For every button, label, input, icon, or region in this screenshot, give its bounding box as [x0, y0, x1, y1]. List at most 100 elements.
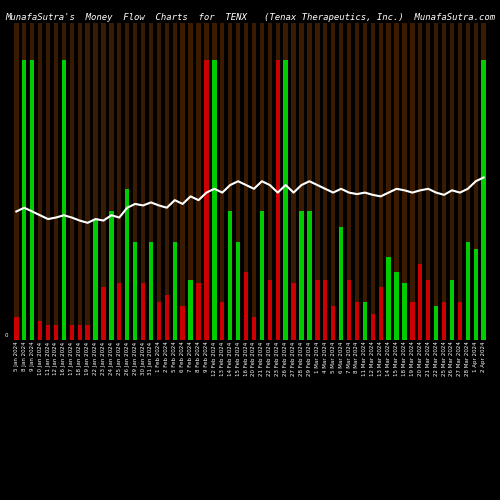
Bar — [149, 22, 153, 340]
Bar — [434, 22, 438, 340]
Bar — [54, 22, 58, 340]
Bar — [30, 60, 34, 340]
Bar — [268, 22, 272, 340]
Bar — [125, 189, 130, 340]
Bar — [276, 22, 280, 340]
Bar — [370, 314, 375, 340]
Bar — [94, 219, 98, 340]
Bar — [450, 22, 454, 340]
Bar — [323, 22, 328, 340]
Bar — [109, 22, 114, 340]
Bar — [323, 280, 328, 340]
Bar — [236, 22, 240, 340]
Bar — [268, 280, 272, 340]
Bar — [434, 306, 438, 340]
Bar — [355, 302, 359, 340]
Bar — [355, 22, 359, 340]
Bar — [370, 22, 375, 340]
Bar — [394, 272, 398, 340]
Bar — [156, 302, 161, 340]
Bar — [442, 302, 446, 340]
Bar — [482, 22, 486, 340]
Bar — [228, 212, 232, 340]
Bar — [378, 22, 383, 340]
Bar — [466, 22, 470, 340]
Bar — [315, 280, 320, 340]
Bar — [362, 22, 367, 340]
Bar — [347, 280, 351, 340]
Bar — [450, 280, 454, 340]
Bar — [339, 226, 344, 340]
Bar — [133, 22, 138, 340]
Bar — [14, 22, 18, 340]
Bar — [149, 242, 153, 340]
Bar — [386, 22, 391, 340]
Bar — [362, 302, 367, 340]
Bar — [22, 60, 26, 340]
Bar — [418, 264, 422, 340]
Bar — [86, 325, 90, 340]
Bar — [292, 284, 296, 340]
Bar — [300, 212, 304, 340]
Bar — [386, 257, 391, 340]
Bar — [62, 22, 66, 340]
Bar — [378, 287, 383, 340]
Bar — [141, 284, 145, 340]
Bar — [315, 22, 320, 340]
Bar — [188, 280, 193, 340]
Bar — [474, 22, 478, 340]
Bar — [458, 302, 462, 340]
Bar — [442, 22, 446, 340]
Bar — [117, 22, 121, 340]
Bar — [402, 22, 406, 340]
Bar — [402, 284, 406, 340]
Bar — [54, 325, 58, 340]
Bar — [244, 272, 248, 340]
Bar — [244, 22, 248, 340]
Bar — [292, 22, 296, 340]
Bar — [46, 22, 50, 340]
Bar — [331, 22, 336, 340]
Bar — [426, 280, 430, 340]
Bar — [204, 60, 208, 340]
Bar — [78, 325, 82, 340]
Bar — [276, 60, 280, 340]
Bar — [236, 242, 240, 340]
Text: (Tenax Therapeutics, Inc.)  MunafaSutra.com: (Tenax Therapeutics, Inc.) MunafaSutra.c… — [264, 12, 495, 22]
Bar — [196, 22, 200, 340]
Bar — [212, 22, 216, 340]
Bar — [347, 22, 351, 340]
Bar — [164, 294, 169, 340]
Bar — [94, 22, 98, 340]
Bar — [220, 22, 224, 340]
Bar — [260, 212, 264, 340]
Bar — [228, 22, 232, 340]
Bar — [331, 306, 336, 340]
Bar — [482, 60, 486, 340]
Bar — [466, 242, 470, 340]
Bar — [102, 22, 105, 340]
Bar — [62, 60, 66, 340]
Bar — [418, 22, 422, 340]
Bar — [109, 212, 114, 340]
Bar — [164, 22, 169, 340]
Bar — [410, 302, 414, 340]
Bar — [339, 22, 344, 340]
Bar — [458, 22, 462, 340]
Bar — [284, 22, 288, 340]
Bar — [284, 60, 288, 340]
Bar — [70, 22, 74, 340]
Bar — [212, 60, 216, 340]
Bar — [125, 22, 130, 340]
Bar — [204, 22, 208, 340]
Bar — [78, 22, 82, 340]
Bar — [141, 22, 145, 340]
Bar — [46, 325, 50, 340]
Bar — [102, 287, 105, 340]
Bar — [70, 325, 74, 340]
Bar — [180, 22, 185, 340]
Bar — [133, 242, 138, 340]
Bar — [172, 242, 177, 340]
Bar — [252, 318, 256, 340]
Bar — [300, 22, 304, 340]
